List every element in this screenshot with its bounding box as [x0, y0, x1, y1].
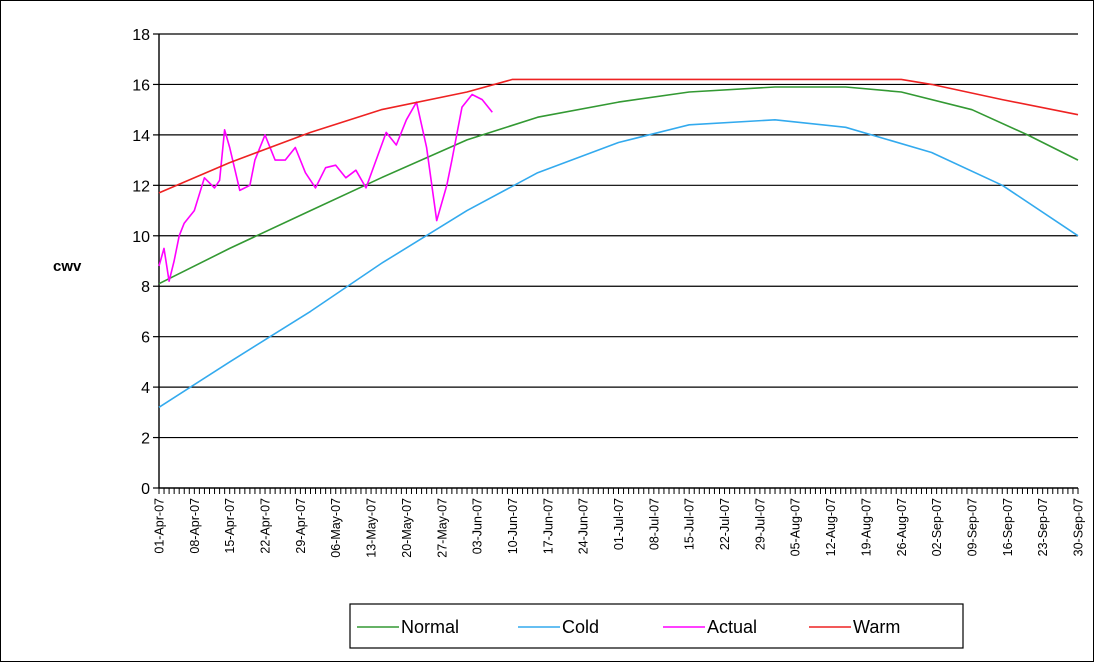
legend-label: Normal: [401, 617, 459, 637]
x-tick-label: 12-Aug-07: [824, 498, 838, 556]
y-tick-label: 12: [132, 178, 150, 195]
x-tick-label: 23-Sep-07: [1036, 498, 1050, 556]
y-tick-label: 16: [132, 77, 150, 94]
x-tick-label: 05-Aug-07: [789, 498, 803, 556]
x-tick-label: 08-Jul-07: [647, 498, 661, 550]
y-tick-label: 10: [132, 229, 150, 246]
y-tick-label: 6: [141, 330, 150, 347]
x-tick-label: 29-Apr-07: [294, 498, 308, 554]
x-tick-label: 15-Apr-07: [223, 498, 237, 554]
series-lines: [158, 78, 1079, 408]
legend-label: Actual: [707, 617, 757, 637]
legend-label: Warm: [853, 617, 900, 637]
y-tick-label: 14: [132, 128, 150, 145]
x-tick-label: 01-Jul-07: [612, 498, 626, 550]
y-tick-label: 4: [141, 380, 150, 397]
series-line-cold: [158, 119, 1079, 408]
x-tick-label: 09-Sep-07: [965, 498, 979, 556]
legend-item-cold: Cold: [518, 617, 599, 637]
x-tick-label: 13-May-07: [365, 498, 379, 558]
legend-box: [349, 603, 964, 649]
x-tick-label: 24-Jun-07: [577, 498, 591, 554]
x-tick-label: 01-Apr-07: [153, 498, 167, 554]
x-tick-label: 22-Apr-07: [259, 498, 273, 554]
y-tick-label: 8: [141, 279, 150, 296]
axes: [158, 34, 1079, 494]
x-tick-label: 19-Aug-07: [859, 498, 873, 556]
x-tick-label: 27-May-07: [435, 498, 449, 558]
y-tick-labels: 0 2 4 6 8 10 12 14 16 18: [132, 27, 150, 498]
y-tick-label: 18: [132, 27, 150, 44]
x-tick-label: 06-May-07: [329, 498, 343, 558]
legend-item-warm: Warm: [809, 617, 900, 637]
x-tick-label: 26-Aug-07: [895, 498, 909, 556]
gridlines: [153, 33, 1078, 489]
x-tick-label: 30-Sep-07: [1072, 498, 1086, 556]
x-tick-label: 20-May-07: [400, 498, 414, 558]
legend-item-actual: Actual: [663, 617, 757, 637]
x-tick-label: 16-Sep-07: [1001, 498, 1015, 556]
y-tick-label: 0: [141, 481, 150, 498]
legend-item-normal: Normal: [357, 617, 459, 637]
y-axis-label: cwv: [53, 258, 82, 275]
legend: Normal Cold Actual Warm: [349, 603, 964, 649]
x-tick-label: 29-Jul-07: [753, 498, 767, 550]
x-tick-label: 22-Jul-07: [718, 498, 732, 550]
x-tick-label: 08-Apr-07: [188, 498, 202, 554]
x-tick-label: 02-Sep-07: [930, 498, 944, 556]
x-tick-label: 03-Jun-07: [471, 498, 485, 554]
x-tick-labels: 01-Apr-07 08-Apr-07 15-Apr-07 22-Apr-07 29-A…: [153, 498, 1086, 558]
x-tick-label: 10-Jun-07: [506, 498, 520, 554]
x-tick-label: 15-Jul-07: [683, 498, 697, 550]
series-line-actual: [158, 93, 493, 283]
x-tick-label: 17-Jun-07: [541, 498, 555, 554]
series-line-normal: [158, 86, 1079, 285]
legend-label: Cold: [562, 617, 599, 637]
series-line-warm: [158, 78, 1079, 194]
y-tick-label: 2: [141, 431, 150, 448]
